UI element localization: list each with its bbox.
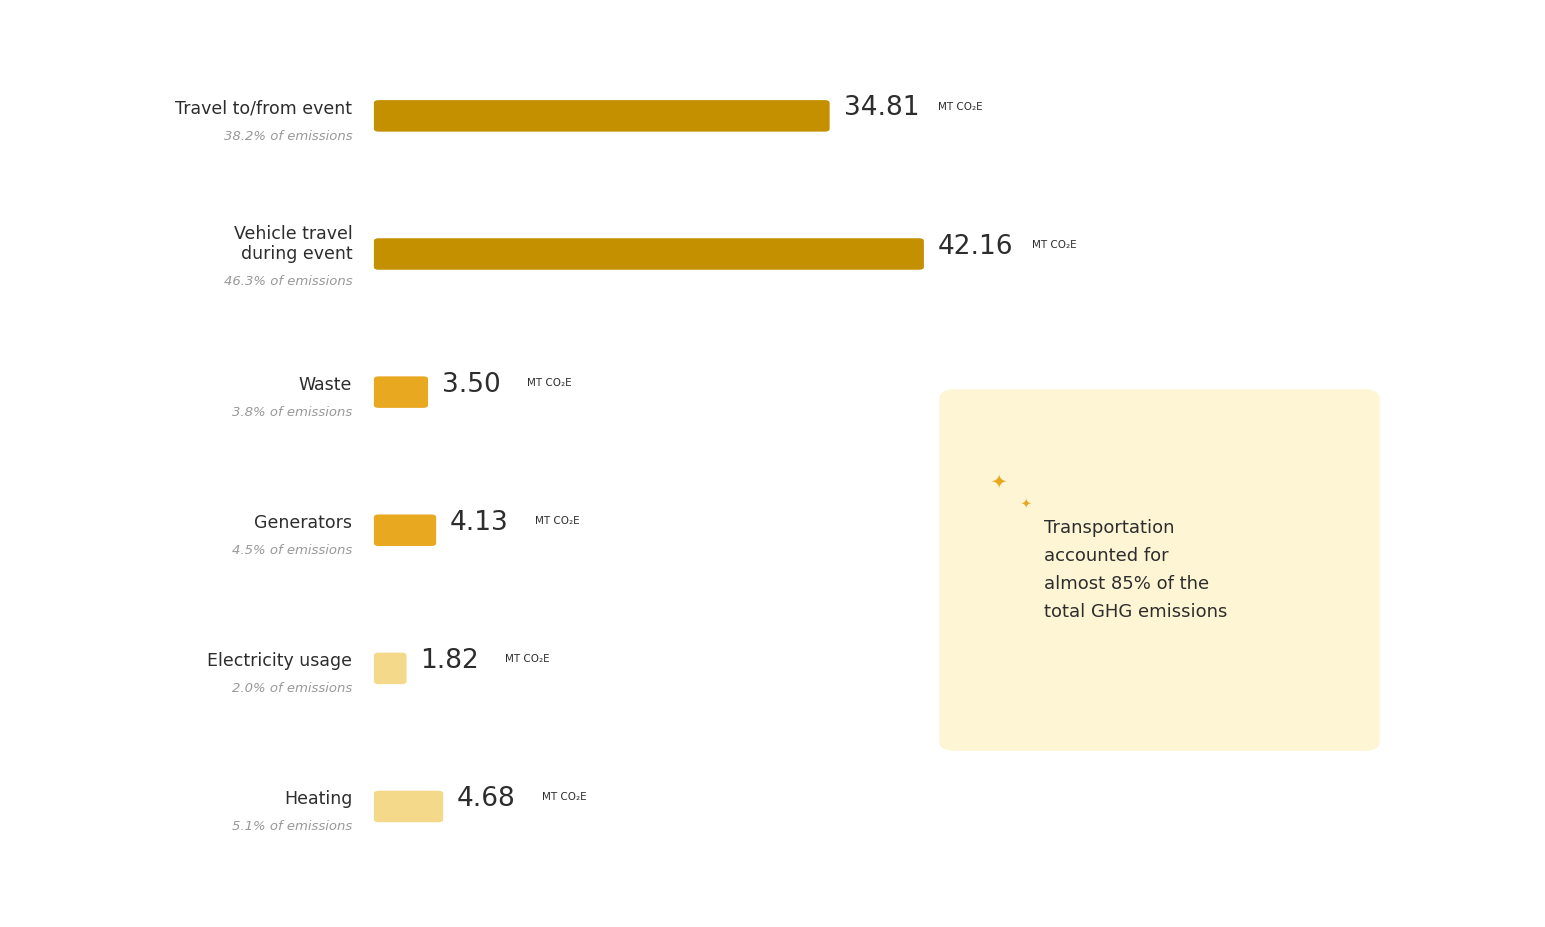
Text: 38.2% of emissions: 38.2% of emissions bbox=[224, 130, 352, 143]
Text: Electricity usage: Electricity usage bbox=[207, 652, 352, 670]
Text: MT CO₂E: MT CO₂E bbox=[1032, 240, 1077, 249]
Text: 42.16: 42.16 bbox=[938, 234, 1014, 260]
Text: 46.3% of emissions: 46.3% of emissions bbox=[224, 275, 352, 288]
Text: MT CO₂E: MT CO₂E bbox=[542, 793, 587, 802]
Text: 4.5% of emissions: 4.5% of emissions bbox=[232, 544, 352, 557]
Text: Waste: Waste bbox=[298, 375, 352, 394]
Text: during event: during event bbox=[241, 245, 352, 263]
Text: Transportation
accounted for
almost 85% of the
total GHG emissions: Transportation accounted for almost 85% … bbox=[1044, 519, 1228, 621]
Text: 34.81: 34.81 bbox=[844, 95, 919, 121]
Text: Generators: Generators bbox=[255, 514, 352, 532]
Text: 3.8% of emissions: 3.8% of emissions bbox=[232, 406, 352, 419]
Text: 3.50: 3.50 bbox=[442, 372, 501, 398]
Text: Heating: Heating bbox=[284, 790, 352, 808]
Text: Vehicle travel: Vehicle travel bbox=[233, 224, 352, 243]
Text: ✦: ✦ bbox=[1021, 499, 1031, 512]
Text: MT CO₂E: MT CO₂E bbox=[938, 102, 983, 111]
Text: 1.82: 1.82 bbox=[420, 648, 479, 674]
Text: 4.13: 4.13 bbox=[450, 510, 508, 536]
Text: MT CO₂E: MT CO₂E bbox=[505, 654, 550, 664]
Text: 4.68: 4.68 bbox=[457, 786, 516, 812]
Text: 5.1% of emissions: 5.1% of emissions bbox=[232, 820, 352, 833]
Text: 2.0% of emissions: 2.0% of emissions bbox=[232, 682, 352, 695]
Text: MT CO₂E: MT CO₂E bbox=[527, 378, 572, 387]
Text: ✦: ✦ bbox=[990, 473, 1006, 491]
Text: MT CO₂E: MT CO₂E bbox=[535, 516, 579, 526]
Text: Travel to/from event: Travel to/from event bbox=[175, 99, 352, 118]
